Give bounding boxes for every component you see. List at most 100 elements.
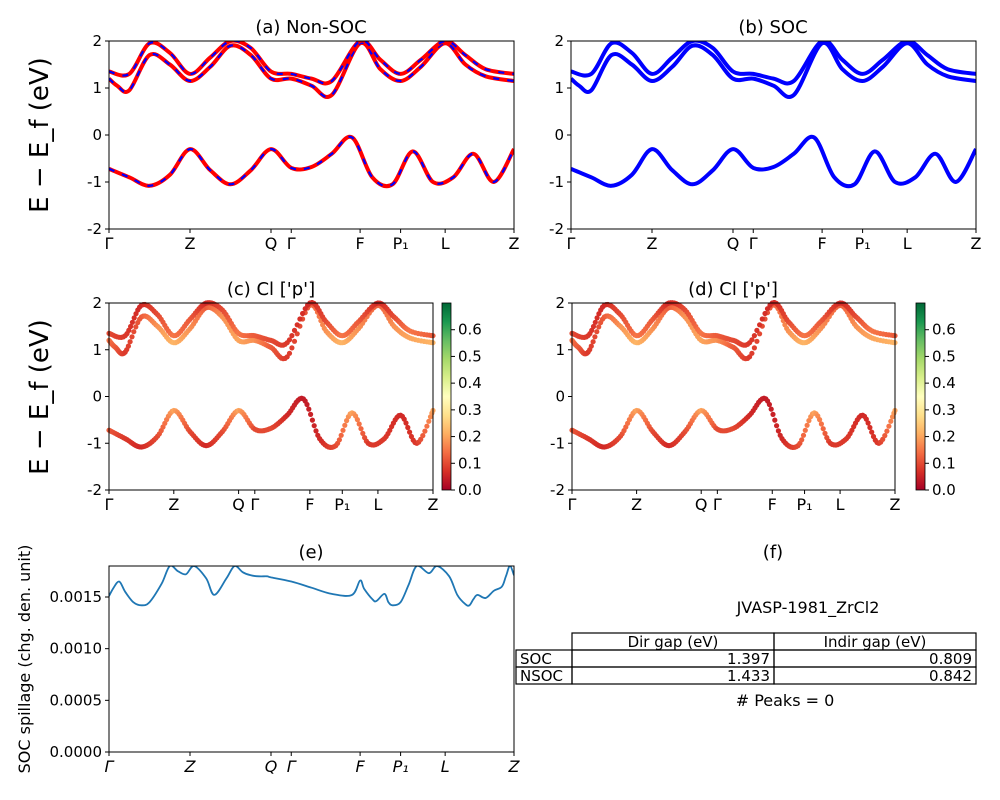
band-point-1 (133, 324, 139, 330)
x-tick-label: Γ (749, 234, 758, 253)
band-point-0 (869, 429, 875, 435)
y-tick-label: 0.0000 (50, 743, 103, 761)
band-point-2 (129, 319, 135, 325)
panel-f-material-label: JVASP-1981_ZrCl2 (736, 598, 880, 618)
band-point-0 (800, 432, 807, 438)
band-point-0 (884, 428, 890, 434)
x-tick-label: Γ (287, 757, 297, 776)
band-point-0 (407, 429, 413, 435)
band-point-2 (762, 310, 768, 317)
band-point-0 (774, 423, 780, 429)
series-layer (109, 566, 514, 607)
band-point-2 (291, 327, 298, 333)
colorbar-tick-label: 0.5 (932, 347, 956, 365)
panel-f-peaks-label: # Peaks = 0 (736, 691, 835, 710)
panel-a-frame (108, 40, 515, 230)
y-tick-label: -1 (87, 173, 102, 191)
band-line-dash-2 (109, 41, 514, 85)
y-tick-label: 0.0005 (50, 691, 103, 709)
table-header-indir-gap: Indir gap (eV) (824, 633, 927, 651)
band-point-2 (590, 323, 597, 330)
x-tick-label: L (441, 757, 450, 776)
panel-c-frame (108, 302, 434, 491)
panel-d-plot-area (569, 300, 898, 450)
band-point-1 (131, 329, 137, 335)
y-tick-label: 0.0015 (50, 588, 103, 606)
y-tick-label: -2 (87, 481, 102, 499)
band-point-1 (751, 345, 758, 351)
x-tick-label: P₁ (334, 495, 350, 514)
x-tick-label: Γ (105, 757, 115, 776)
panel-c-colorbar: 0.0 0.1 0.2 0.3 0.4 0.5 0.6 (441, 302, 482, 499)
band-point-0 (867, 424, 873, 431)
colorbar-scale (915, 302, 926, 491)
table-cell (773, 666, 977, 685)
band-point-0 (418, 436, 424, 442)
x-tick-label: L (836, 495, 845, 514)
band-point-2 (754, 327, 760, 333)
panel-c-ylabel: E − E_f (eV) (25, 319, 55, 475)
x-tick-label: Z (184, 757, 197, 776)
band-point-0 (886, 423, 892, 429)
band-line-0 (109, 134, 514, 189)
band-point-0 (865, 420, 871, 426)
panel-f: (f) JVASP-1981_ZrCl2 Dir gap (eV) Indir … (515, 542, 977, 710)
x-tick-label: Q (265, 757, 278, 776)
table-row-label-soc: SOC (520, 650, 552, 668)
band-point-0 (403, 420, 409, 426)
x-tick-label: P₁ (855, 234, 871, 253)
band-point-0 (405, 424, 411, 431)
band-point-1 (594, 329, 600, 335)
panel-b-title: (b) SOC (738, 17, 807, 38)
band-point-2 (128, 323, 134, 330)
colorbar-tick-label: 0.5 (458, 347, 482, 365)
y-tick-label: -2 (549, 220, 564, 238)
band-point-0 (768, 406, 774, 412)
series-layer (571, 41, 976, 189)
panel-f-title: (f) (763, 542, 783, 563)
colorbar-tick-label: 0.4 (932, 374, 956, 392)
band-point-1 (749, 350, 755, 356)
panel-c-plot-area (106, 300, 436, 450)
colorbar-scale (441, 302, 452, 491)
x-tick-label: Z (647, 234, 658, 253)
y-tick-label: 1 (92, 79, 102, 97)
scatter-layer (569, 300, 898, 450)
band-point-0 (309, 417, 315, 423)
panel-d-colorbar: 0.0 0.1 0.2 0.3 0.4 0.5 0.6 (915, 302, 956, 499)
y-tick-label: 2 (92, 32, 102, 50)
colorbar-tick-label: 0.2 (458, 428, 482, 446)
x-tick-label: Γ (250, 495, 259, 514)
panel-a-title: (a) Non-SOC (255, 17, 366, 38)
band-point-1 (590, 339, 596, 345)
colorbar-tick-label: 0.3 (932, 401, 956, 419)
band-point-1 (289, 345, 295, 351)
band-point-0 (311, 423, 317, 429)
table-cell-nsoc-indir: 0.842 (929, 667, 972, 685)
x-tick-label: Z (890, 495, 901, 514)
band-point-0 (342, 422, 348, 428)
scatter-layer (106, 300, 436, 450)
colorbar-tick-label: 0.6 (458, 321, 482, 339)
colorbar-tick-label: 0.6 (932, 321, 956, 339)
band-point-0 (802, 427, 808, 433)
band-point-2 (126, 327, 132, 333)
x-tick-label: Z (509, 234, 520, 253)
y-tick-label: 2 (555, 294, 565, 312)
y-tick-label: 0.0010 (50, 640, 103, 658)
band-point-2 (294, 322, 300, 328)
band-line-1 (571, 41, 976, 99)
band-point-0 (308, 411, 314, 417)
series-layer (109, 41, 514, 189)
band-point-0 (422, 428, 428, 434)
table-header-dir-gap: Dir gap (eV) (628, 633, 719, 651)
band-point-0 (424, 423, 430, 429)
band-point-0 (772, 417, 778, 423)
band-point-1 (592, 334, 598, 340)
band-point-0 (340, 427, 346, 433)
band-point-2 (594, 315, 600, 321)
x-tick-label: Γ (105, 234, 114, 253)
